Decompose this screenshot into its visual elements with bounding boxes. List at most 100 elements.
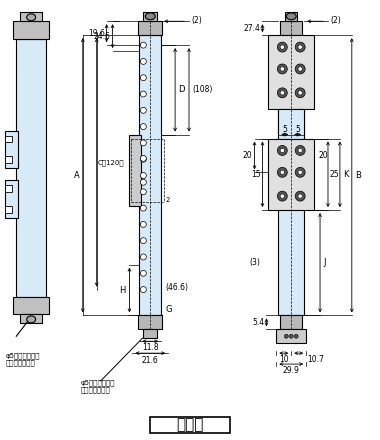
Text: 29.9: 29.9 xyxy=(283,366,300,374)
Bar xyxy=(5,180,18,218)
Text: J: J xyxy=(323,258,326,267)
Text: 21.6: 21.6 xyxy=(142,356,159,365)
Circle shape xyxy=(140,155,146,161)
Text: H: H xyxy=(119,286,125,294)
Circle shape xyxy=(280,170,285,175)
Circle shape xyxy=(277,42,287,52)
Circle shape xyxy=(284,334,288,338)
Bar xyxy=(13,21,49,39)
Circle shape xyxy=(277,167,287,177)
Text: 11.8: 11.8 xyxy=(142,343,158,352)
Circle shape xyxy=(140,270,146,276)
Ellipse shape xyxy=(27,14,36,21)
Text: 5: 5 xyxy=(295,125,300,134)
Text: 5.4: 5.4 xyxy=(252,318,264,327)
Text: 5: 5 xyxy=(282,125,287,134)
Text: 15: 15 xyxy=(251,170,260,179)
Text: A: A xyxy=(74,171,80,180)
Ellipse shape xyxy=(286,13,296,20)
Bar xyxy=(280,315,302,329)
Circle shape xyxy=(298,148,302,153)
Circle shape xyxy=(280,45,285,49)
Text: 20: 20 xyxy=(243,151,253,160)
Text: G: G xyxy=(165,305,172,314)
Circle shape xyxy=(140,107,146,113)
Text: 24.6: 24.6 xyxy=(94,32,111,40)
Circle shape xyxy=(140,254,146,260)
Circle shape xyxy=(140,172,146,179)
Text: (2): (2) xyxy=(330,16,341,25)
Bar xyxy=(143,329,157,338)
Circle shape xyxy=(280,148,285,153)
Bar xyxy=(5,156,12,163)
Circle shape xyxy=(277,146,287,155)
Circle shape xyxy=(295,42,305,52)
Ellipse shape xyxy=(145,13,155,20)
Circle shape xyxy=(140,238,146,244)
Bar xyxy=(13,297,49,315)
Bar xyxy=(20,12,42,21)
Text: 25: 25 xyxy=(330,170,340,179)
Text: 受光器: 受光器 xyxy=(176,417,204,432)
Circle shape xyxy=(298,45,302,49)
Text: 27.4: 27.4 xyxy=(244,24,260,33)
Circle shape xyxy=(295,146,305,155)
Circle shape xyxy=(295,167,305,177)
Text: (3): (3) xyxy=(250,258,260,267)
Circle shape xyxy=(140,75,146,81)
Bar xyxy=(5,136,12,143)
Circle shape xyxy=(277,64,287,74)
Text: K: K xyxy=(343,170,348,179)
Bar xyxy=(138,21,162,35)
Circle shape xyxy=(294,334,298,338)
Circle shape xyxy=(298,67,302,71)
Circle shape xyxy=(298,91,302,95)
Bar xyxy=(5,185,12,192)
Bar xyxy=(285,12,297,21)
Text: φ5灌色ケーブル
（黒ライン入）: φ5灌色ケーブル （黒ライン入） xyxy=(81,379,115,393)
Bar xyxy=(278,109,304,139)
Ellipse shape xyxy=(27,316,36,323)
Circle shape xyxy=(295,64,305,74)
Circle shape xyxy=(277,88,287,98)
Circle shape xyxy=(140,179,146,185)
Circle shape xyxy=(295,191,305,201)
Circle shape xyxy=(298,194,302,198)
Circle shape xyxy=(289,334,293,338)
Text: 2: 2 xyxy=(165,197,169,203)
Circle shape xyxy=(280,91,285,95)
Circle shape xyxy=(140,42,146,48)
Text: 10: 10 xyxy=(280,355,289,363)
Circle shape xyxy=(277,191,287,201)
Text: (46.6): (46.6) xyxy=(165,283,188,292)
Text: 10.7: 10.7 xyxy=(307,355,324,363)
Circle shape xyxy=(140,156,146,162)
Bar xyxy=(143,12,157,21)
Bar xyxy=(278,35,304,315)
Circle shape xyxy=(140,205,146,211)
Text: φ5灌色ケーブル
（黒ライン入）: φ5灌色ケーブル （黒ライン入） xyxy=(5,352,40,367)
Bar xyxy=(5,206,12,213)
Circle shape xyxy=(140,221,146,227)
Circle shape xyxy=(280,67,285,71)
Bar xyxy=(268,35,314,109)
Circle shape xyxy=(140,124,146,129)
Text: B: B xyxy=(355,171,361,180)
Bar xyxy=(276,329,306,343)
Circle shape xyxy=(295,88,305,98)
Bar xyxy=(139,35,161,315)
Bar xyxy=(20,315,42,323)
Bar xyxy=(268,139,314,210)
Text: (2): (2) xyxy=(191,16,202,25)
Bar xyxy=(138,315,162,329)
Circle shape xyxy=(298,170,302,175)
Text: 19.6: 19.6 xyxy=(88,29,104,38)
Circle shape xyxy=(140,189,146,195)
Circle shape xyxy=(140,59,146,64)
Circle shape xyxy=(140,140,146,146)
Circle shape xyxy=(140,286,146,293)
Text: 20: 20 xyxy=(318,151,328,160)
Text: C（120）: C（120） xyxy=(98,159,124,166)
Bar xyxy=(150,417,230,433)
Text: D: D xyxy=(178,85,185,94)
